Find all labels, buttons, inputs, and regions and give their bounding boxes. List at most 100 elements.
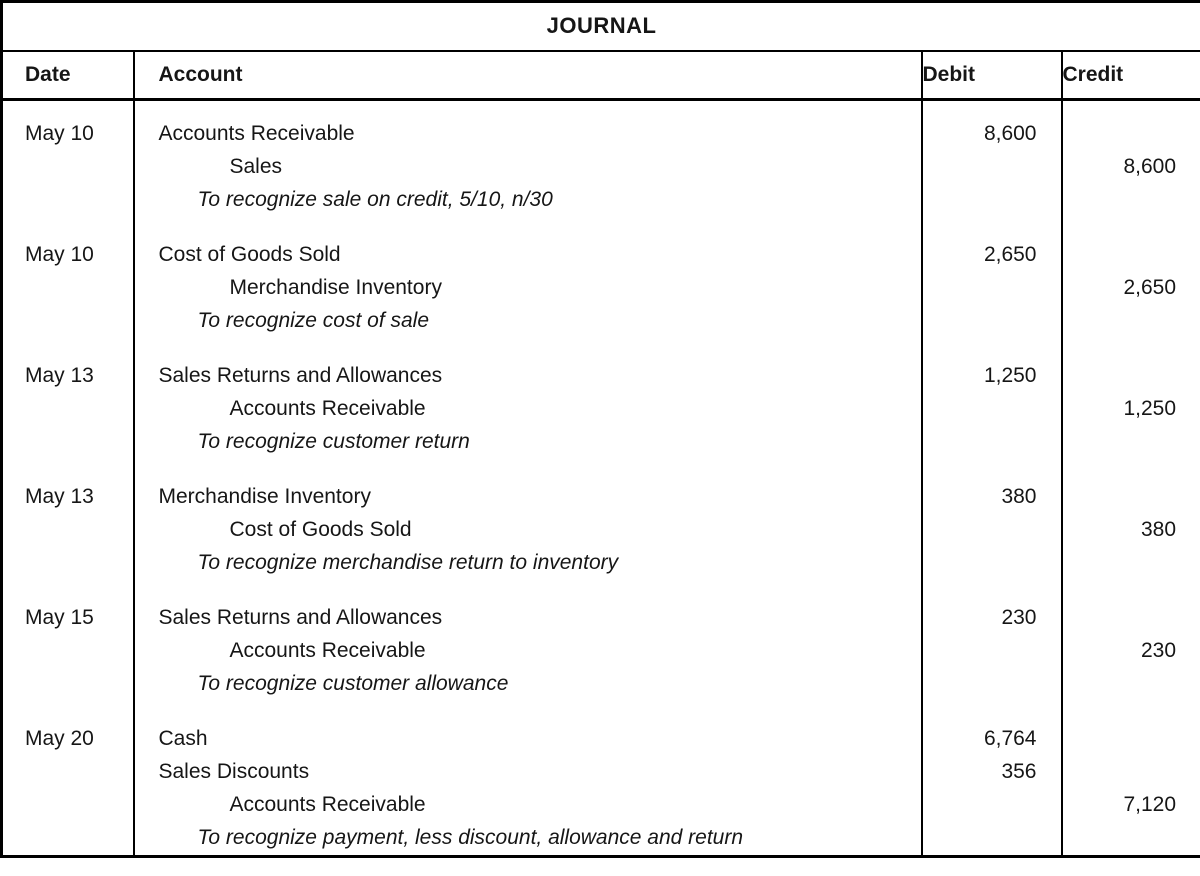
journal-line: To recognize customer return — [1, 425, 1200, 459]
journal-line: Sales Discounts 356 — [1, 755, 1200, 789]
date-cell — [1, 821, 135, 855]
debit-cell — [921, 513, 1063, 547]
column-header-date: Date — [1, 50, 135, 101]
credit-cell: 380 — [1140, 518, 1177, 541]
journal-title-row: JOURNAL — [1, 1, 1200, 52]
credit-cell: 7,120 — [1123, 793, 1177, 816]
account-cell: Merchandise Inventory — [133, 480, 923, 514]
debit-cell: 356 — [921, 755, 1063, 789]
spacer-cell — [1062, 701, 1200, 723]
column-header-debit: Debit — [921, 50, 1063, 101]
date-cell: May 10 — [1, 238, 135, 272]
credit-cell — [1062, 602, 1200, 635]
journal-line: May 15 Sales Returns and Allowances 230 — [1, 601, 1200, 635]
credit-cell — [1062, 668, 1200, 701]
debit-cell: 8,600 — [921, 117, 1063, 151]
credit-cell: 1,250 — [1123, 397, 1177, 420]
spacer-cell — [1, 700, 135, 723]
entry-spacer — [1, 337, 1200, 360]
journal-table: JOURNAL Date Account Debit Credit May 10… — [0, 0, 1200, 858]
spacer-cell — [133, 337, 923, 360]
debit-cell: 230 — [921, 601, 1063, 635]
account-cell: Accounts Receivable — [133, 788, 923, 822]
entry-spacer — [1, 579, 1200, 602]
journal-line: May 10 Accounts Receivable 8,600 — [1, 117, 1200, 151]
column-header-account: Account — [133, 50, 923, 101]
description-cell: To recognize cost of sale — [133, 304, 923, 338]
date-cell — [1, 425, 135, 459]
spacer-cell — [1062, 217, 1200, 239]
credit-cell — [1062, 481, 1200, 514]
description-cell: To recognize customer return — [133, 425, 923, 459]
account-cell: Accounts Receivable — [133, 634, 923, 668]
spacer-cell — [133, 854, 923, 856]
credit-cell: 2,650 — [1123, 276, 1177, 299]
account-cell: Sales Returns and Allowances — [133, 359, 923, 393]
account-cell: Cost of Goods Sold — [133, 238, 923, 272]
debit-cell: 1,250 — [921, 359, 1063, 393]
spacer-cell — [133, 216, 923, 239]
credit-cell — [1062, 118, 1200, 151]
account-cell: Sales — [133, 150, 923, 184]
account-cell: Cash — [133, 722, 923, 756]
spacer-cell — [921, 854, 1063, 856]
spacer-cell — [1062, 100, 1200, 118]
date-cell — [1, 304, 135, 338]
column-header-row: Date Account Debit Credit — [1, 50, 1200, 101]
journal-line: Accounts Receivable 1,250 — [1, 392, 1200, 426]
account-cell: Merchandise Inventory — [133, 271, 923, 305]
spacer-cell — [1, 579, 135, 602]
entry-spacer — [1, 458, 1200, 481]
date-cell — [1, 634, 135, 668]
body-top-spacer — [1, 99, 1200, 118]
journal-line: Accounts Receivable 230 — [1, 634, 1200, 668]
credit-cell — [1062, 360, 1200, 393]
credit-cell: 8,600 — [1123, 155, 1177, 178]
credit-cell — [1062, 547, 1200, 580]
journal-line: May 10 Cost of Goods Sold 2,650 — [1, 238, 1200, 272]
debit-cell — [921, 150, 1063, 184]
account-cell: Accounts Receivable — [133, 392, 923, 426]
date-cell — [1, 513, 135, 547]
spacer-cell — [133, 579, 923, 602]
journal-title: JOURNAL — [1, 1, 1200, 52]
spacer-cell — [1062, 459, 1200, 481]
journal-line: To recognize customer allowance — [1, 667, 1200, 701]
date-cell — [1, 271, 135, 305]
credit-cell — [1062, 723, 1200, 756]
description-cell: To recognize payment, less discount, all… — [133, 821, 923, 855]
journal-line: To recognize payment, less discount, all… — [1, 821, 1200, 855]
spacer-cell — [1, 458, 135, 481]
debit-cell — [921, 667, 1063, 701]
date-cell — [1, 183, 135, 217]
credit-cell — [1062, 822, 1200, 855]
date-cell — [1, 788, 135, 822]
credit-cell — [1062, 184, 1200, 217]
date-cell: May 20 — [1, 722, 135, 756]
date-cell: May 15 — [1, 601, 135, 635]
journal-line: Merchandise Inventory 2,650 — [1, 271, 1200, 305]
debit-cell: 6,764 — [921, 722, 1063, 756]
journal-line: To recognize cost of sale — [1, 304, 1200, 338]
spacer-cell — [921, 99, 1063, 118]
journal-line: To recognize merchandise return to inven… — [1, 546, 1200, 580]
spacer-cell — [133, 458, 923, 481]
spacer-cell — [1, 337, 135, 360]
journal-line: May 13 Merchandise Inventory 380 — [1, 480, 1200, 514]
debit-cell — [921, 425, 1063, 459]
account-cell: Sales Discounts — [133, 755, 923, 789]
account-cell: Cost of Goods Sold — [133, 513, 923, 547]
credit-cell — [1062, 426, 1200, 459]
description-cell: To recognize merchandise return to inven… — [133, 546, 923, 580]
spacer-cell — [921, 700, 1063, 723]
debit-cell — [921, 634, 1063, 668]
spacer-cell — [1, 99, 135, 118]
credit-cell — [1062, 239, 1200, 272]
journal-line: May 20 Cash 6,764 — [1, 722, 1200, 756]
date-cell — [1, 755, 135, 789]
credit-cell — [1062, 756, 1200, 789]
spacer-cell — [133, 700, 923, 723]
journal-line: Accounts Receivable 7,120 — [1, 788, 1200, 822]
description-cell: To recognize customer allowance — [133, 667, 923, 701]
